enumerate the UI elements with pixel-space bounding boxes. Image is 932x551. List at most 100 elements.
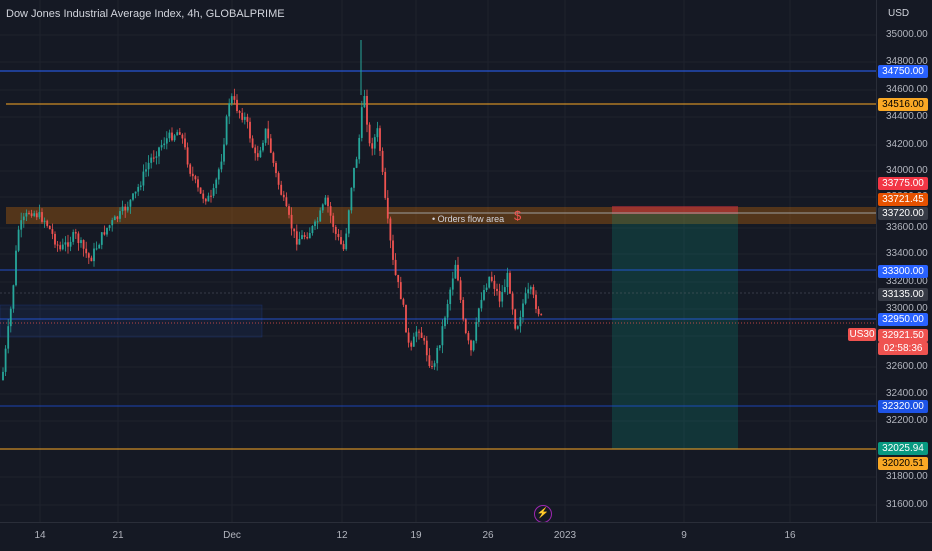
candle-body bbox=[319, 210, 322, 222]
price-label[interactable]: 32020.51 bbox=[878, 457, 928, 470]
candle-body bbox=[233, 96, 236, 100]
candle-body bbox=[293, 228, 296, 232]
candle-body bbox=[137, 186, 140, 192]
chart-area[interactable]: Dow Jones Industrial Average Index, 4h, … bbox=[0, 0, 876, 522]
candle-body bbox=[35, 213, 38, 218]
candle-body bbox=[171, 132, 173, 141]
candle-body bbox=[392, 240, 394, 260]
candle-body bbox=[77, 233, 80, 244]
candle-body bbox=[363, 96, 366, 108]
price-chart[interactable] bbox=[0, 0, 876, 522]
candle-body bbox=[532, 287, 535, 295]
price-tick: 33200.00 bbox=[886, 276, 928, 287]
price-label[interactable]: 33135.00 bbox=[878, 288, 928, 301]
candle-body bbox=[72, 232, 75, 242]
price-label[interactable]: 32950.00 bbox=[878, 313, 928, 326]
candle-body bbox=[215, 179, 218, 189]
candle-body bbox=[368, 124, 371, 144]
candle-body bbox=[280, 184, 283, 195]
candle-body bbox=[308, 233, 311, 239]
price-tick: 34600.00 bbox=[886, 84, 928, 95]
candle-body bbox=[204, 198, 207, 202]
candle-body bbox=[524, 293, 527, 304]
candle-body bbox=[207, 195, 210, 202]
candle-body bbox=[501, 292, 504, 302]
candle-body bbox=[15, 250, 17, 286]
candle-body bbox=[511, 293, 514, 310]
candle-body bbox=[301, 235, 303, 240]
price-label[interactable]: 34750.00 bbox=[878, 65, 928, 78]
candle-body bbox=[282, 194, 285, 198]
price-axis[interactable] bbox=[876, 0, 932, 522]
candle-body bbox=[540, 314, 543, 316]
candle-body bbox=[428, 355, 431, 367]
candle-body bbox=[43, 220, 46, 222]
candle-body bbox=[7, 326, 10, 349]
candle-body bbox=[238, 111, 241, 113]
candle-body bbox=[446, 304, 449, 318]
candle-body bbox=[82, 240, 85, 249]
candle-body bbox=[243, 116, 246, 120]
candle-body bbox=[197, 179, 199, 188]
candle-body bbox=[262, 142, 264, 151]
chart-title: Dow Jones Industrial Average Index, 4h, … bbox=[6, 8, 285, 20]
candle-body bbox=[509, 272, 511, 294]
price-label[interactable]: 33721.45 bbox=[878, 193, 928, 206]
time-tick: 9 bbox=[681, 530, 687, 541]
candle-body bbox=[298, 239, 301, 245]
price-label[interactable]: 32320.00 bbox=[878, 400, 928, 413]
candle-body bbox=[467, 333, 470, 341]
candle-body bbox=[267, 128, 270, 139]
candle-body bbox=[67, 242, 69, 247]
candle-body bbox=[80, 240, 82, 244]
candle-body bbox=[51, 229, 54, 234]
position-stop-zone[interactable] bbox=[612, 206, 738, 214]
candle-body bbox=[256, 153, 259, 158]
candle-body bbox=[113, 216, 116, 221]
grid bbox=[0, 0, 876, 522]
price-tick: 31600.00 bbox=[886, 499, 928, 510]
candle-body bbox=[228, 103, 231, 117]
candle-body bbox=[389, 218, 392, 241]
candle-body bbox=[535, 294, 537, 310]
candle-body bbox=[342, 243, 345, 250]
price-label[interactable]: 32921.50 bbox=[878, 329, 928, 342]
candle-body bbox=[415, 331, 418, 337]
candle-body bbox=[353, 167, 355, 188]
orders-flow-zone[interactable] bbox=[6, 207, 876, 224]
candle-body bbox=[103, 232, 106, 235]
price-tick: 35000.00 bbox=[886, 29, 928, 40]
price-label[interactable]: 32025.94 bbox=[878, 442, 928, 455]
demand-box[interactable] bbox=[0, 304, 263, 338]
price-label[interactable]: 33775.00 bbox=[878, 177, 928, 190]
candle-body bbox=[163, 143, 166, 146]
candle-body bbox=[48, 225, 51, 230]
time-axis[interactable] bbox=[0, 522, 932, 551]
position-target-zone[interactable] bbox=[612, 214, 738, 449]
candle-body bbox=[152, 157, 155, 159]
price-label[interactable]: 34516.00 bbox=[878, 98, 928, 111]
candle-body bbox=[334, 226, 337, 234]
time-tick: 12 bbox=[336, 530, 348, 541]
candle-body bbox=[59, 245, 62, 250]
candle-body bbox=[431, 366, 433, 368]
candle-body bbox=[236, 99, 238, 112]
candle-body bbox=[516, 326, 519, 329]
candle-body bbox=[327, 197, 329, 207]
candle-body bbox=[316, 221, 319, 223]
candle-body bbox=[480, 299, 483, 309]
price-label[interactable]: 33300.00 bbox=[878, 265, 928, 278]
price-label[interactable]: 02:58:36 bbox=[878, 342, 928, 355]
time-tick: 21 bbox=[112, 530, 124, 541]
candle-body bbox=[158, 147, 160, 157]
lightning-icon[interactable]: ⚡ bbox=[534, 505, 552, 522]
candle-body bbox=[126, 206, 129, 211]
candle-body bbox=[173, 135, 176, 141]
candle-body bbox=[459, 280, 462, 300]
price-label[interactable]: 33720.00 bbox=[878, 207, 928, 220]
candle-body bbox=[441, 326, 444, 346]
candle-body bbox=[98, 244, 101, 249]
candle-body bbox=[100, 232, 103, 245]
candle-body bbox=[116, 216, 119, 219]
candle-body bbox=[366, 96, 368, 125]
